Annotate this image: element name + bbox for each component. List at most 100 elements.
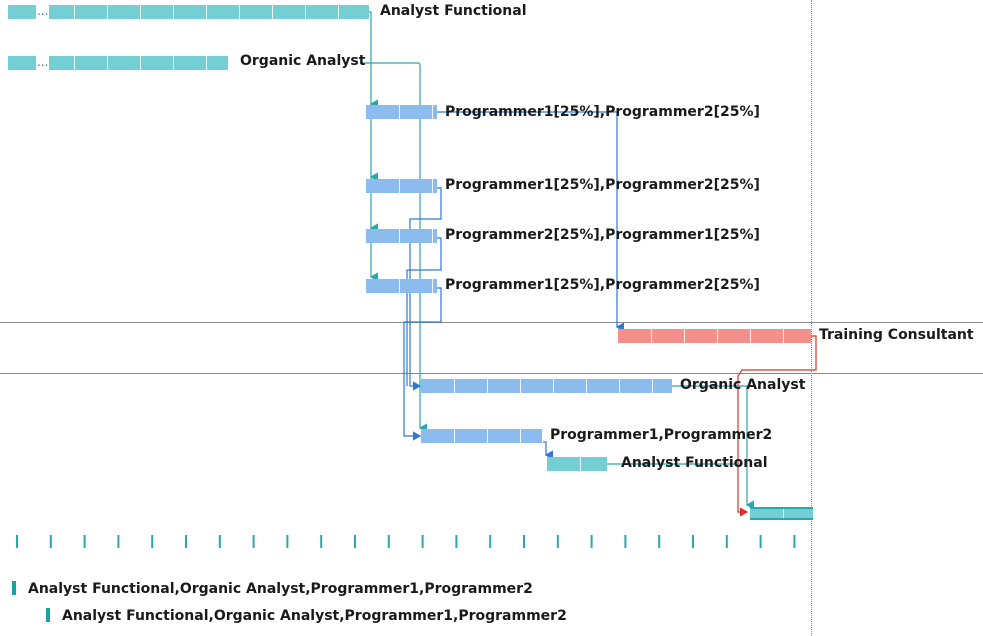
timescale-tick [692, 535, 694, 548]
task-label-t5: Programmer2[25%],Programmer1[25%] [445, 227, 760, 243]
bar-segment-divider [487, 379, 488, 393]
bar-segment-divider [586, 379, 587, 393]
bar-segment-divider [305, 5, 306, 19]
timescale-tick [556, 535, 559, 548]
timescale-tick [489, 535, 492, 548]
bar-segment-divider [432, 179, 433, 193]
task-bar-t1[interactable] [8, 5, 369, 19]
bar-segment-divider [553, 379, 554, 393]
link-t3-t7 [437, 111, 625, 332]
timescale-tick [151, 535, 154, 548]
bar-segment-divider [173, 5, 174, 19]
bar-segment-divider [107, 56, 108, 70]
task-bar-t6[interactable] [366, 279, 437, 293]
bar-segment-divider [399, 229, 400, 243]
bar-segment-divider [652, 379, 653, 393]
timescale-tick [185, 535, 187, 548]
summary-bar-icon [46, 608, 50, 622]
task-bar-t4[interactable] [366, 179, 437, 193]
timescale-tick [117, 535, 120, 548]
timescale-tick [16, 535, 18, 548]
task-bar-t11[interactable] [750, 507, 813, 520]
bar-segment-divider [338, 5, 339, 19]
bar-segment-divider [432, 229, 433, 243]
bar-segment-divider [140, 56, 141, 70]
timescale-tick [286, 535, 289, 548]
bar-segment-divider [684, 329, 685, 343]
bar-segment-divider [272, 5, 273, 19]
bar-segment-divider [399, 279, 400, 293]
task-label-t6: Programmer1[25%],Programmer2[25%] [445, 277, 760, 293]
bar-segment-divider [173, 56, 174, 70]
timescale-tick [759, 535, 762, 548]
summary-row-label: Analyst Functional,Organic Analyst,Progr… [28, 581, 533, 597]
bar-segment-divider [454, 379, 455, 393]
timescale-tick [421, 535, 424, 548]
timescale-tick [49, 535, 52, 548]
link-t2-t9 [360, 62, 428, 433]
timescale-tick [590, 535, 593, 548]
bar-segment-divider [432, 105, 433, 119]
timescale-tick [83, 535, 86, 548]
link-t9-t10 [543, 441, 554, 460]
task-bar-t8[interactable] [421, 379, 672, 393]
bar-segment-divider [717, 329, 718, 343]
timescale-tick [523, 535, 525, 548]
bar-segment-divider [206, 56, 207, 70]
task-bar-t3[interactable] [366, 105, 437, 119]
bar-segment-divider [619, 379, 620, 393]
timescale-tick [252, 535, 255, 548]
bar-segment-divider [783, 509, 784, 518]
task-bar-t7[interactable] [618, 329, 811, 343]
link-t8-t11 [672, 385, 755, 510]
timescale-tick [218, 535, 221, 548]
summary-row-1[interactable]: Analyst Functional,Organic Analyst,Progr… [12, 581, 533, 597]
bar-segment-divider [651, 329, 652, 343]
link-t6-t9 [403, 287, 442, 441]
link-t1-t3 [369, 11, 379, 109]
task-label-t7: Training Consultant [819, 327, 974, 343]
bar-segment-divider [750, 329, 751, 343]
bar-segment-divider [399, 179, 400, 193]
timescale-tick [320, 535, 323, 548]
row-divider-top [0, 322, 983, 323]
row-divider-bottom [0, 373, 983, 374]
bar-segment-divider [399, 105, 400, 119]
task-label-t8: Organic Analyst [680, 377, 806, 393]
timescale-tick [354, 535, 356, 548]
task-label-t2: Organic Analyst [240, 53, 366, 69]
timescale-tick [387, 535, 390, 548]
bar-segment-divider [74, 56, 75, 70]
bar-segment-divider [580, 457, 581, 471]
task-label-t1: Analyst Functional [380, 3, 527, 19]
bar-segment-divider [432, 279, 433, 293]
task-bar-t10[interactable] [547, 457, 607, 471]
bar-ellipsis: ... [36, 3, 50, 19]
task-bar-t5[interactable] [366, 229, 437, 243]
task-label-t3: Programmer1[25%],Programmer2[25%] [445, 104, 760, 120]
bar-segment-divider [454, 429, 455, 443]
bar-segment-divider [783, 329, 784, 343]
bar-segment-divider [520, 429, 521, 443]
bar-segment-divider [520, 379, 521, 393]
summary-bar-icon [12, 581, 16, 595]
summary-row-2[interactable]: Analyst Functional,Organic Analyst,Progr… [46, 608, 567, 624]
bar-segment-divider [206, 5, 207, 19]
project-finish-line [811, 0, 812, 636]
link-t5-t8 [406, 237, 442, 386]
bar-segment-divider [74, 5, 75, 19]
timescale-tick [725, 535, 728, 548]
bar-segment-divider [140, 5, 141, 19]
timescale-tick [455, 535, 458, 548]
bar-ellipsis: ... [36, 54, 50, 70]
task-label-t9: Programmer1,Programmer2 [550, 427, 773, 443]
task-label-t4: Programmer1[25%],Programmer2[25%] [445, 177, 760, 193]
link-t7-t11 [737, 335, 817, 517]
task-bar-t9[interactable] [421, 429, 542, 443]
timescale-tick [624, 535, 627, 548]
timescale-tick [658, 535, 661, 548]
summary-row-label: Analyst Functional,Organic Analyst,Progr… [62, 608, 567, 624]
link-t4-t8 [409, 187, 442, 391]
